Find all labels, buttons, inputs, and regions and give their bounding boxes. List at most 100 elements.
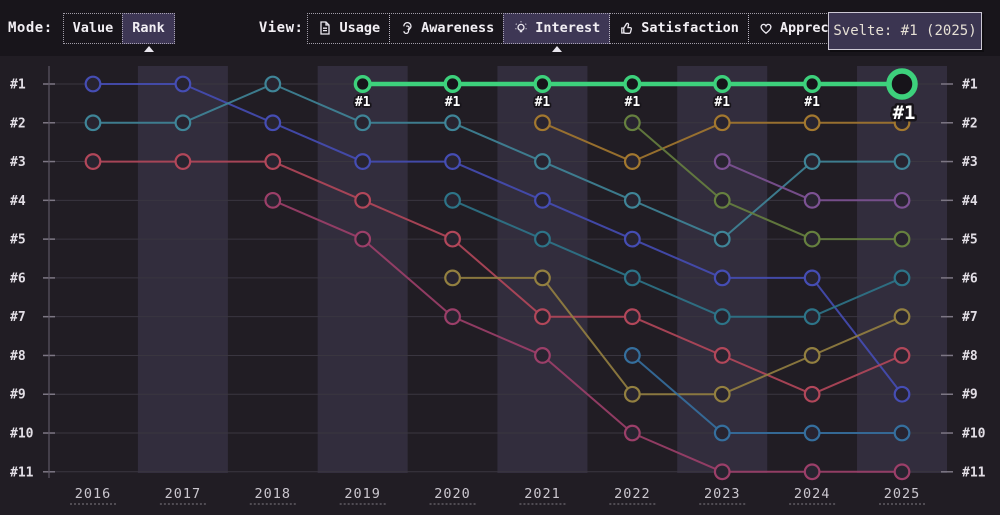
year-label[interactable]: 2021 <box>524 486 561 502</box>
data-point-marker[interactable] <box>623 191 641 209</box>
data-point-marker[interactable] <box>713 114 731 132</box>
year-band <box>137 66 228 473</box>
data-point-marker[interactable] <box>623 385 641 403</box>
year-label[interactable]: 2023 <box>704 486 741 502</box>
data-point-marker[interactable] <box>893 463 911 481</box>
data-point-marker[interactable] <box>534 347 551 364</box>
rank-label-left: #2 <box>10 116 26 131</box>
data-point-marker[interactable] <box>893 424 911 442</box>
data-point-marker[interactable] <box>713 74 732 93</box>
data-point-marker[interactable] <box>623 74 642 93</box>
data-point-marker[interactable] <box>893 191 911 209</box>
view-interest-button[interactable]: Interest <box>503 12 611 52</box>
view-usage-label: Usage <box>339 20 381 36</box>
data-point-marker[interactable] <box>84 114 102 132</box>
selected-caret-icon <box>551 45 562 52</box>
mode-rank-button[interactable]: Rank <box>122 12 175 52</box>
data-point-marker[interactable] <box>713 385 731 403</box>
year-label[interactable]: 2016 <box>75 486 112 502</box>
data-point-marker[interactable] <box>623 153 641 170</box>
data-point-marker[interactable] <box>443 74 462 93</box>
data-point-marker[interactable] <box>623 308 641 326</box>
data-point-marker[interactable] <box>534 191 551 209</box>
data-point-marker[interactable] <box>534 308 551 326</box>
data-point-marker[interactable] <box>803 463 821 481</box>
data-point-marker[interactable] <box>803 74 822 93</box>
data-point-marker[interactable] <box>713 269 731 287</box>
data-point-marker[interactable] <box>623 269 641 287</box>
data-point-marker[interactable] <box>713 153 731 170</box>
data-point-marker[interactable] <box>893 385 911 403</box>
data-point-marker[interactable] <box>264 153 282 170</box>
data-point-marker[interactable] <box>264 191 282 209</box>
data-point-marker[interactable] <box>174 114 192 132</box>
data-point-marker[interactable] <box>444 191 461 209</box>
data-point-marker[interactable] <box>713 347 731 364</box>
data-point-marker[interactable] <box>803 308 821 326</box>
data-point-marker[interactable] <box>84 153 102 170</box>
year-label[interactable]: 2017 <box>165 486 202 502</box>
data-point-marker[interactable] <box>444 308 461 326</box>
data-point-marker[interactable] <box>353 74 372 93</box>
data-point-marker[interactable] <box>444 269 461 287</box>
data-point-marker[interactable] <box>354 114 372 132</box>
data-point-marker[interactable] <box>623 347 641 364</box>
data-point-marker[interactable] <box>893 347 911 364</box>
data-point-marker[interactable] <box>354 230 372 248</box>
data-point-marker[interactable] <box>354 191 372 209</box>
data-point-marker[interactable] <box>893 230 911 248</box>
data-point-marker[interactable] <box>893 114 911 132</box>
data-point-marker[interactable] <box>803 114 821 132</box>
year-label[interactable]: 2018 <box>255 486 292 502</box>
year-label[interactable]: 2019 <box>344 486 381 502</box>
data-point-marker[interactable] <box>713 424 731 442</box>
data-point-marker[interactable] <box>713 308 731 326</box>
data-point-marker[interactable] <box>174 153 192 170</box>
data-point-marker[interactable] <box>893 269 911 287</box>
data-point-marker[interactable] <box>264 114 282 132</box>
year-label[interactable]: 2024 <box>794 486 831 502</box>
data-point-marker[interactable] <box>803 347 821 364</box>
view-awareness-button[interactable]: Awareness <box>389 12 505 44</box>
data-point-marker[interactable] <box>713 463 731 481</box>
rank-label-right: #2 <box>962 116 978 131</box>
data-point-marker[interactable] <box>803 230 821 248</box>
data-point-marker[interactable] <box>803 385 821 403</box>
data-point-marker[interactable] <box>444 114 461 132</box>
data-point-marker[interactable] <box>264 75 282 93</box>
data-point-marker[interactable] <box>893 308 911 326</box>
data-point-marker[interactable] <box>534 230 551 248</box>
data-point-marker[interactable] <box>444 230 461 248</box>
data-point-marker[interactable] <box>534 153 551 170</box>
data-point-marker[interactable] <box>713 191 731 209</box>
view-usage-button[interactable]: Usage <box>307 12 391 44</box>
rank-label-right: #6 <box>962 271 978 286</box>
data-point-marker[interactable] <box>534 269 551 287</box>
mode-value-button[interactable]: Value <box>62 12 124 44</box>
data-point-marker[interactable] <box>886 68 918 100</box>
data-point-marker[interactable] <box>354 153 372 170</box>
data-point-marker[interactable] <box>803 424 821 442</box>
data-point-marker[interactable] <box>623 114 641 132</box>
data-point-marker[interactable] <box>623 424 641 442</box>
data-point-marker[interactable] <box>623 230 641 248</box>
steel-series-line <box>631 354 902 434</box>
data-point-marker[interactable] <box>84 75 102 93</box>
hover-tooltip: Svelte: #1 (2025) <box>828 12 982 50</box>
year-label[interactable]: 2025 <box>884 486 921 502</box>
data-point-marker[interactable] <box>803 153 821 170</box>
data-point-marker[interactable] <box>174 75 192 93</box>
rank-value-label: #1 <box>625 95 641 110</box>
data-point-marker[interactable] <box>533 74 552 93</box>
data-point-marker[interactable] <box>803 269 821 287</box>
data-point-marker[interactable] <box>534 114 551 132</box>
view-satisfaction-button[interactable]: Satisfaction <box>609 12 749 44</box>
year-label[interactable]: 2020 <box>434 486 471 502</box>
data-point-marker[interactable] <box>444 153 461 170</box>
document-icon <box>320 21 331 35</box>
year-label[interactable]: 2022 <box>614 486 651 502</box>
data-point-marker[interactable] <box>893 153 911 170</box>
data-point-marker[interactable] <box>713 230 731 248</box>
data-point-marker[interactable] <box>803 191 821 209</box>
